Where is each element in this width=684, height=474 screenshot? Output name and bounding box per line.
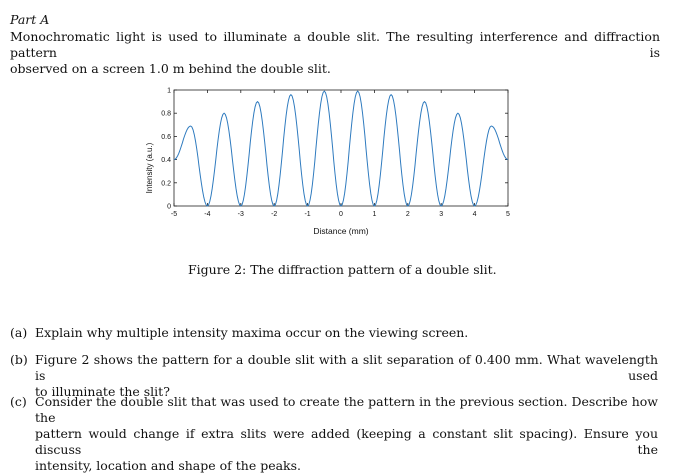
- plot-frame: [173, 89, 509, 207]
- question-a: (a) Explain why multiple intensity maxim…: [10, 325, 658, 341]
- x-tick-label: -4: [204, 211, 210, 218]
- intensity-chart: 0 0.2 0.4 0.6 0.8 1 -5 -4 -3 -2 -1 0 1 2 3 4 5 Distance…: [145, 88, 510, 237]
- x-tick-label: 2: [406, 211, 410, 218]
- y-tick-label: 0.6: [161, 134, 171, 141]
- question-label: (b): [10, 352, 28, 367]
- part-title: Part A: [10, 12, 50, 27]
- x-tick-label: 5: [506, 211, 510, 218]
- question-b: (b) Figure 2 shows the pattern for a dou…: [10, 352, 658, 400]
- question-line: to illuminate the slit?: [35, 384, 170, 399]
- x-tick-label: -1: [304, 211, 310, 218]
- chart-axes: [173, 89, 509, 207]
- x-tick-label: 1: [372, 211, 376, 218]
- x-tick-label: 0: [339, 211, 343, 218]
- question-line: Consider the double slit that was used t…: [35, 394, 658, 425]
- intensity-line: [173, 90, 509, 207]
- y-tick-label: 0: [167, 204, 171, 211]
- intensity-series: [173, 90, 509, 207]
- y-tick-label: 0.2: [161, 180, 171, 187]
- intro-paragraph: Monochromatic light is used to illuminat…: [10, 29, 660, 77]
- question-line: intensity, location and shape of the pea…: [35, 458, 302, 473]
- x-axis-ticks: -5 -4 -3 -2 -1 0 1 2 3 4 5: [171, 90, 510, 218]
- y-tick-label: 0.4: [161, 157, 171, 164]
- figure-caption: Figure 2: The diffraction pattern of a d…: [188, 262, 497, 277]
- x-axis-label: Distance (mm): [313, 226, 368, 236]
- x-tick-label: -3: [238, 211, 244, 218]
- x-tick-label: -2: [271, 211, 277, 218]
- question-label: (a): [10, 325, 28, 340]
- x-tick-label: 3: [439, 211, 443, 218]
- x-tick-label: 4: [473, 211, 477, 218]
- question-line: Figure 2 shows the pattern for a double …: [35, 352, 658, 383]
- question-line: Explain why multiple intensity maxima oc…: [35, 325, 469, 340]
- intro-line: Monochromatic light is used to illuminat…: [10, 29, 660, 60]
- intro-line: observed on a screen 1.0 m behind the do…: [10, 61, 331, 76]
- x-tick-label: -5: [171, 211, 177, 218]
- y-tick-label: 1: [167, 88, 171, 95]
- question-label: (c): [10, 394, 27, 409]
- question-c: (c) Consider the double slit that was us…: [10, 394, 658, 474]
- question-line: pattern would change if extra slits were…: [35, 426, 658, 457]
- y-axis-label: Intensity (a.u.): [145, 142, 154, 193]
- y-tick-label: 0.8: [161, 111, 171, 118]
- y-axis-ticks: 0 0.2 0.4 0.6 0.8 1: [161, 88, 508, 211]
